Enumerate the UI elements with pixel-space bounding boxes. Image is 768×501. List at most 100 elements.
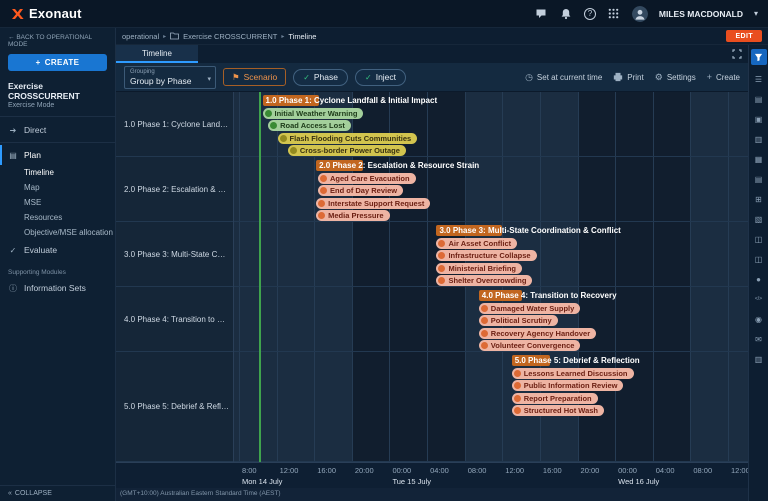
timeline-plot[interactable]: 1.0 Phase 1: Cyclone Landfall & Initial … [234,92,748,462]
sidebar-item-mse[interactable]: MSE [24,198,42,207]
media-icon[interactable]: ▣ [754,114,763,124]
edit-button[interactable]: EDIT [726,30,762,42]
html-icon[interactable]: </> [754,296,763,302]
tab-timeline[interactable]: Timeline [116,45,198,63]
inject-status-icon [319,187,327,194]
team-icon[interactable]: ◫ [754,254,763,264]
axis-tick-label: 20:00 [354,466,374,475]
user-menu-caret-icon[interactable]: ▾ [753,9,758,18]
inject-item[interactable]: Interstate Support Request [316,197,431,209]
avatar[interactable] [631,5,648,22]
breadcrumb-item-operational[interactable]: operational [122,31,160,41]
logo-text: Exonaut [29,6,82,21]
sidebar-item-timeline[interactable]: Timeline [24,168,54,177]
exonaut-logo-icon [12,8,24,19]
users-icon[interactable]: ◫ [754,234,763,244]
clipboard-icon[interactable]: ▤ [754,174,763,184]
inject-item[interactable]: Recovery Agency Handover [478,327,597,339]
chat-icon[interactable] [534,7,548,21]
sidebar-item-plan[interactable]: ▤ Plan [0,145,115,165]
sidebar-item-resources[interactable]: Resources [24,213,63,222]
inject-status-icon [438,239,446,247]
inject-item[interactable]: Aged Care Evacuation [317,172,416,184]
sidebar-item-map[interactable]: Map [24,183,40,192]
supporting-modules-label: Supporting Modules [8,269,66,276]
inject-status-icon [513,369,521,377]
check-icon: ✓ [365,72,372,82]
sidebar-item-information-sets[interactable]: ⓘ Information Sets [0,278,115,298]
print-button[interactable]: Print [613,72,644,82]
inject-item[interactable]: Political Scrutiny [478,315,558,326]
inject-item[interactable]: Lessons Learned Discussion [511,367,634,379]
phase-toggle[interactable]: ✓ Phase [293,68,348,86]
table-icon[interactable]: ⊞ [755,194,762,204]
inject-status-icon [438,277,446,284]
inject-item[interactable]: End of Day Review [317,185,404,196]
breadcrumb-separator: ▸ [281,33,285,40]
back-to-operational-link[interactable]: ← BACK TO OPERATIONAL MODE [8,34,92,48]
user-name[interactable]: MILES MACDONALD [658,8,743,19]
filter-icon[interactable] [750,49,767,65]
list-icon[interactable]: ▥ [754,134,763,144]
inject-item[interactable]: Flash Flooding Cuts Communities [277,132,418,144]
inject-label: Initial Weather Warning [274,108,358,118]
apps-icon[interactable] [607,7,621,21]
create-button[interactable]: + CREATE [8,54,107,71]
mail-icon[interactable]: ✉ [755,334,762,344]
fullscreen-icon[interactable] [732,49,742,59]
inject-status-icon [480,329,488,337]
inject-item[interactable]: Infrastructure Collapse [436,250,537,261]
sidebar-nav: ➔ Direct ▤ Plan Timeline Map MSE Resources Obj… [0,117,115,485]
breadcrumb-separator: ▸ [163,33,167,40]
inject-item[interactable]: Air Asset Conflict [436,237,518,249]
phase-bar[interactable]: 5.0 Phase 5: Debrief & Reflection [511,355,640,366]
inject-toggle[interactable]: ✓ Inject [355,68,407,86]
breadcrumb-item-timeline[interactable]: Timeline [288,31,317,41]
chart-icon[interactable]: ▥ [754,354,763,364]
phase-bar[interactable]: 4.0 Phase 4: Transition to Recovery [478,290,617,301]
scenario-button[interactable]: ⚑ Scenario [223,68,287,86]
axis-date-label: Mon 14 July [242,477,283,486]
inject-label: Political Scrutiny [490,316,552,325]
set-current-time-button[interactable]: ◷ Set at current time [525,71,603,82]
create-inject-button[interactable]: + Create [706,72,740,82]
kanban-icon[interactable]: ▧ [754,214,763,224]
plus-icon: + [706,72,712,82]
sidebar: ← BACK TO OPERATIONAL MODE + CREATE Exer… [0,28,116,501]
phase-bar[interactable]: 3.0 Phase 3: Multi-State Coordination & … [436,225,621,236]
sidebar-item-direct[interactable]: ➔ Direct [0,120,115,140]
inject-item[interactable]: Initial Weather Warning [262,107,364,119]
breadcrumb-item-exercise[interactable]: Exercise CROSSCURRENT [183,31,278,41]
phase-bar[interactable]: 2.0 Phase 2: Escalation & Resource Strai… [316,160,479,171]
sliders-icon[interactable]: ☰ [754,74,763,84]
logo[interactable]: Exonaut [10,6,82,21]
axis-tick-label: 08:00 [467,466,487,475]
right-icon-rail: ☰ ▤ ▣ ▥ ▦ ▤ ⊞ ▧ ◫ ◫ ● </> ◉ ✉ ▥ [748,45,768,501]
inject-label: Air Asset Conflict [448,238,512,248]
phase-bar-label: 1.0 Phase 1: Cyclone Landfall & Initial … [265,96,438,105]
inject-item[interactable]: Volunteer Convergence [478,340,581,351]
notifications-icon[interactable] [559,7,573,21]
help-icon[interactable]: ? [583,7,596,20]
sidebar-item-objective-mse-allocation[interactable]: Objective/MSE allocation [24,228,113,237]
grouping-select[interactable]: Grouping Group by Phase ▾ [124,65,216,89]
inject-item[interactable]: Ministerial Briefing [436,262,522,274]
main-panel: Timeline Grouping Group by Phase ▾ ⚑ Scen… [116,45,748,501]
sidebar-item-evaluate[interactable]: ✓ Evaluate [0,240,115,260]
inject-item[interactable]: Media Pressure [316,210,390,221]
inject-item[interactable]: Road Access Lost [268,120,351,131]
inject-item[interactable]: Report Preparation [511,392,598,404]
settings-button[interactable]: ⚙ Settings [654,71,696,82]
inject-item[interactable]: Shelter Overcrowding [436,275,533,286]
card-icon[interactable]: ▤ [754,94,763,104]
inject-item[interactable]: Structured Hot Wash [511,405,605,416]
collapse-button[interactable]: « COLLAPSE [0,485,115,501]
inject-item[interactable]: Damaged Water Supply [478,302,581,314]
inject-item[interactable]: Public Information Review [511,380,624,391]
inject-item[interactable]: Cross-border Power Outage [287,145,406,156]
bell-icon[interactable]: ◉ [755,314,762,324]
calendar-icon[interactable]: ▦ [754,154,763,164]
person-icon[interactable]: ● [756,274,761,284]
phase-bar[interactable]: 1.0 Phase 1: Cyclone Landfall & Initial … [262,95,437,106]
